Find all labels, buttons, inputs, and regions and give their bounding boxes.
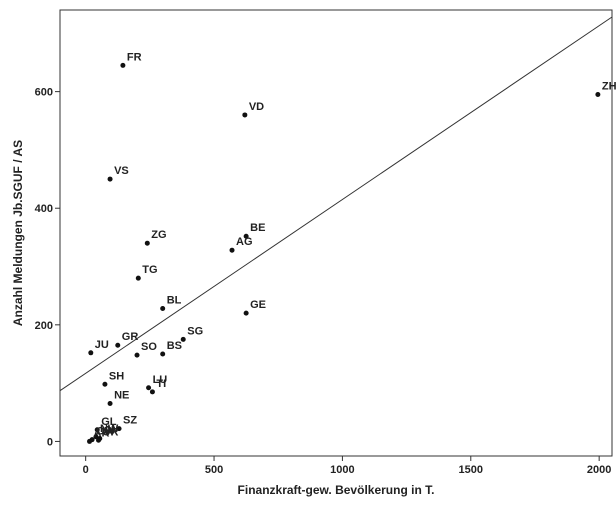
point-label-zg: ZG bbox=[151, 229, 166, 241]
plot-frame bbox=[59, 9, 613, 457]
data-point-sg bbox=[180, 336, 186, 342]
point-label-ti: TI bbox=[156, 378, 166, 390]
y-tick-label: 400 bbox=[35, 203, 53, 215]
y-tick-label: 600 bbox=[35, 87, 53, 99]
x-tick-label: 500 bbox=[205, 464, 223, 476]
data-point-ag bbox=[229, 247, 235, 253]
point-label-sz: SZ bbox=[123, 415, 137, 427]
data-point-zg bbox=[144, 240, 150, 246]
point-label-ag: AG bbox=[236, 236, 253, 248]
point-label-tg: TG bbox=[142, 264, 157, 276]
data-point-vd bbox=[242, 112, 248, 118]
data-point-be bbox=[243, 233, 249, 239]
point-label-fr: FR bbox=[127, 51, 142, 63]
point-label-lu: LU bbox=[153, 374, 168, 386]
data-point-vs bbox=[107, 176, 113, 182]
data-point-sz bbox=[116, 426, 122, 432]
x-tick-label: 1500 bbox=[459, 464, 483, 476]
data-point-ne bbox=[107, 401, 113, 407]
data-point-ar bbox=[87, 438, 93, 444]
x-tick-label: 0 bbox=[83, 464, 89, 476]
data-point-ge bbox=[243, 310, 249, 316]
point-label-ne: NE bbox=[114, 390, 129, 402]
point-label-vd: VD bbox=[249, 101, 264, 113]
data-point-sh bbox=[102, 381, 108, 387]
point-label-vs: VS bbox=[114, 165, 129, 177]
y-axis: 0 200 400 600 bbox=[35, 87, 60, 448]
point-label-bs: BS bbox=[167, 340, 182, 352]
y-tick-label: 0 bbox=[47, 436, 53, 448]
y-axis-title: Anzahl Meldungen Jb.SGUF / AS bbox=[11, 140, 25, 326]
x-axis: 0 500 1000 1500 2000 bbox=[83, 456, 611, 476]
point-label-sg: SG bbox=[187, 325, 203, 337]
point-label-nw: NW bbox=[100, 423, 119, 435]
data-point-nw bbox=[93, 434, 99, 440]
data-point-ur bbox=[96, 437, 102, 443]
data-point-ti bbox=[149, 389, 155, 395]
point-label-be: BE bbox=[250, 222, 265, 234]
data-point-bl bbox=[160, 305, 166, 311]
data-point-ju bbox=[88, 350, 94, 356]
data-point-zh bbox=[595, 92, 601, 98]
data-point-bs bbox=[160, 351, 166, 357]
x-tick-label: 2000 bbox=[587, 464, 611, 476]
point-label-sh: SH bbox=[109, 370, 124, 382]
y-tick-label: 200 bbox=[35, 320, 53, 332]
data-point-fr bbox=[120, 62, 126, 68]
data-point-gl bbox=[94, 427, 100, 433]
data-point-so bbox=[134, 352, 140, 358]
fit-line-layer bbox=[59, 16, 613, 392]
point-label-ge: GE bbox=[250, 299, 266, 311]
point-label-ur: UR bbox=[103, 426, 119, 438]
point-label-ai: AI bbox=[104, 425, 115, 437]
data-point-tg bbox=[135, 275, 141, 281]
point-label-gr: GR bbox=[122, 331, 139, 343]
point-label-ar: AR bbox=[94, 427, 110, 439]
point-label-zh: ZH bbox=[602, 81, 616, 93]
point-label-ow: OW bbox=[96, 426, 116, 438]
data-point-lu bbox=[146, 385, 152, 391]
point-label-so: SO bbox=[141, 341, 157, 353]
point-label-ju: JU bbox=[95, 339, 109, 351]
point-label-gl: GL bbox=[101, 416, 117, 428]
data-point-gr bbox=[115, 342, 121, 348]
x-axis-title: Finanzkraft-gew. Bevölkerung in T. bbox=[238, 483, 435, 497]
regression-line bbox=[59, 16, 613, 392]
point-label-bl: BL bbox=[167, 294, 182, 306]
x-tick-label: 1000 bbox=[330, 464, 354, 476]
